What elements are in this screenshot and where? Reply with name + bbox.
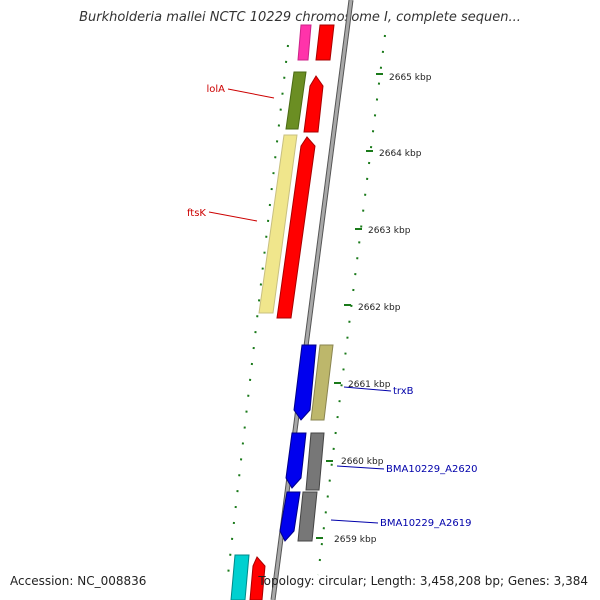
gene-label-text: BMA10229_A2619	[380, 518, 471, 529]
gene-red-bottom[interactable]	[249, 556, 266, 600]
map-title: Burkholderia mallei NCTC 10229 chromosom…	[79, 10, 521, 25]
gene-red-long[interactable]	[276, 136, 316, 319]
gene-cyan[interactable]	[230, 554, 250, 600]
gene-blue-2[interactable]	[285, 432, 307, 489]
gene-BMA10229_A2619[interactable]	[297, 491, 318, 542]
tick-2662: 2662 kbp	[344, 303, 401, 313]
gene-label-text: lolA	[206, 84, 225, 95]
gene-label-text: trxB	[393, 386, 414, 397]
gene-trxB[interactable]	[310, 344, 334, 421]
outer-dotted-track	[317, 34, 386, 576]
label-trxB[interactable]: trxB	[343, 386, 414, 397]
gene-label-text: ftsK	[187, 208, 206, 219]
label-BMA10229_A2619[interactable]: BMA10229_A2619	[330, 518, 471, 529]
tick-2660: 2660 kbp	[326, 457, 384, 467]
gene-BMA10229_A2620[interactable]	[305, 432, 325, 491]
tick-2663: 2663 kbp	[355, 226, 411, 236]
tick-label: 2662 kbp	[358, 303, 401, 313]
gene-ftsK[interactable]	[258, 134, 298, 314]
tick-label: 2659 kbp	[334, 535, 377, 545]
gene-red-top[interactable]	[315, 24, 335, 61]
tick-label: 2664 kbp	[379, 149, 422, 159]
gene-magenta[interactable]	[297, 24, 312, 61]
tick-label: 2665 kbp	[389, 73, 432, 83]
tick-2665: 2665 kbp	[376, 73, 432, 83]
tick-2661: 2661 kbp	[334, 380, 391, 390]
tick-label: 2661 kbp	[348, 380, 391, 390]
accession-text: Accession: NC_008836	[10, 574, 147, 588]
gene-label-text: BMA10229_A2620	[386, 464, 477, 475]
tick-2659: 2659 kbp	[316, 535, 377, 545]
tick-label: 2660 kbp	[341, 457, 384, 467]
gene-lolA[interactable]	[285, 71, 307, 130]
gene-red-2[interactable]	[303, 75, 324, 133]
tick-2664: 2664 kbp	[366, 149, 422, 159]
genome-summary-text: Topology: circular; Length: 3,458,208 bp…	[258, 574, 588, 588]
gene-blue-3[interactable]	[279, 491, 301, 542]
tick-label: 2663 kbp	[368, 226, 411, 236]
label-BMA10229_A2620[interactable]: BMA10229_A2620	[336, 464, 477, 475]
gene-blue-1[interactable]	[293, 344, 317, 421]
label-ftsK[interactable]: ftsK	[187, 208, 258, 222]
label-lolA[interactable]: lolA	[206, 84, 275, 99]
